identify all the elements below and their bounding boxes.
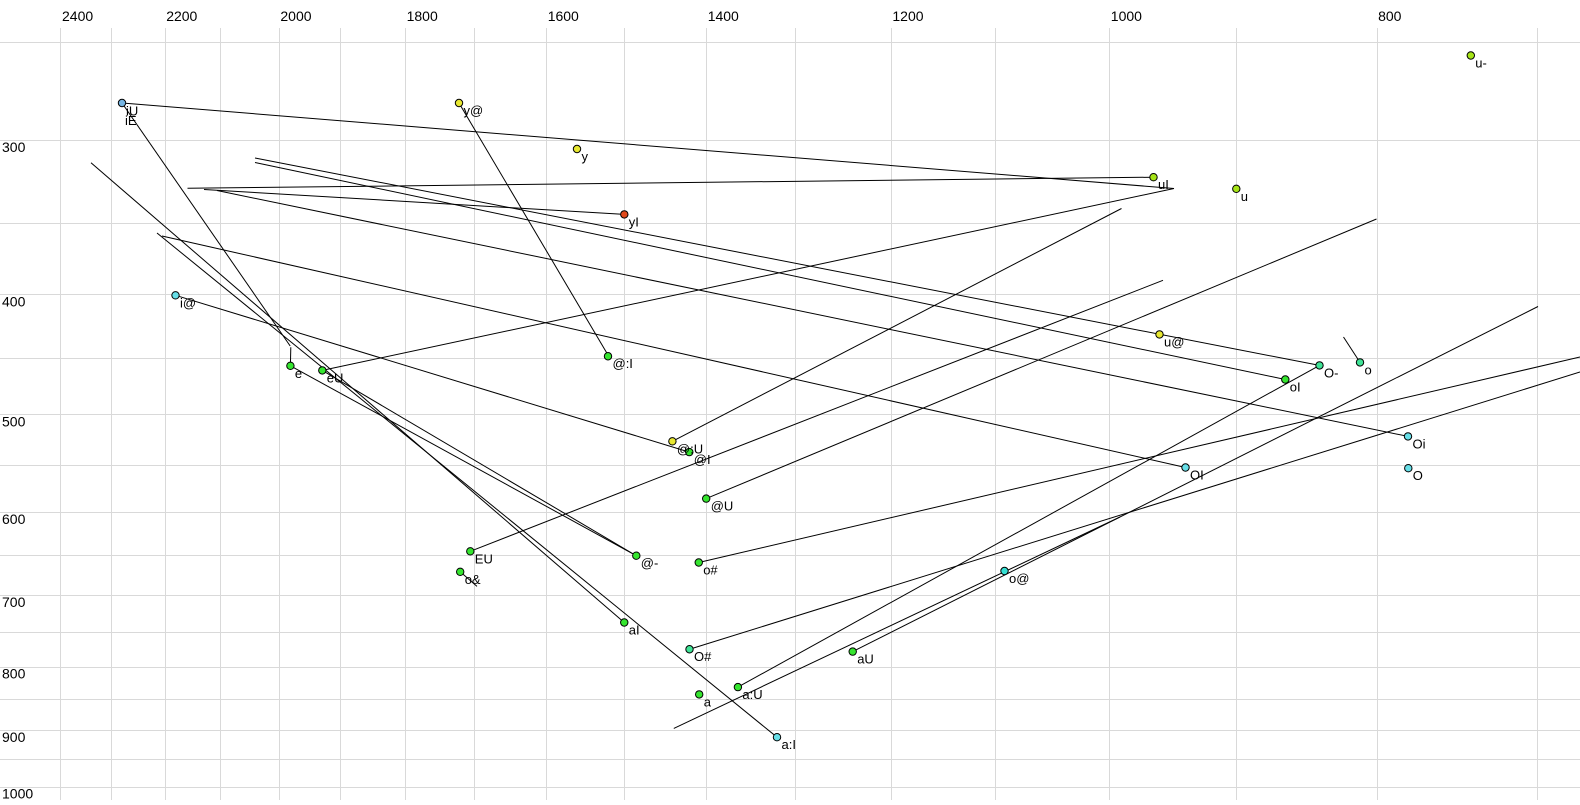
svg-text:o&: o&	[465, 572, 481, 587]
svg-text:2400: 2400	[62, 8, 93, 24]
svg-text:1400: 1400	[708, 8, 739, 24]
svg-text:y: y	[582, 149, 589, 164]
svg-text:iE: iE	[125, 113, 137, 128]
svg-text:2200: 2200	[166, 8, 197, 24]
svg-text:1000: 1000	[1111, 8, 1142, 24]
svg-text:1000: 1000	[2, 786, 33, 801]
svg-text:a:U: a:U	[742, 687, 762, 702]
svg-text:800: 800	[2, 666, 26, 682]
svg-text:1200: 1200	[892, 8, 923, 24]
svg-text:u-: u-	[1475, 56, 1487, 71]
svg-text:O#: O#	[694, 649, 712, 664]
svg-text:O: O	[1413, 468, 1423, 483]
svg-text:e: e	[295, 366, 302, 381]
svg-text:OI: OI	[1190, 468, 1204, 483]
svg-text:600: 600	[2, 511, 26, 527]
svg-text:oI: oI	[1290, 380, 1301, 395]
svg-text:a:I: a:I	[782, 737, 796, 752]
svg-text:Oi: Oi	[1413, 436, 1426, 451]
svg-text:@:I: @:I	[613, 356, 633, 371]
svg-text:O-: O-	[1324, 365, 1338, 380]
svg-text:u@: u@	[1164, 334, 1184, 349]
svg-text:o#: o#	[703, 563, 718, 578]
svg-text:eU: eU	[327, 370, 344, 385]
svg-text:300: 300	[2, 139, 26, 155]
svg-text:i@: i@	[180, 295, 196, 310]
svg-text:700: 700	[2, 594, 26, 610]
svg-text:900: 900	[2, 729, 26, 745]
svg-text:y@: y@	[464, 103, 484, 118]
svg-text:1800: 1800	[407, 8, 438, 24]
svg-text:2000: 2000	[280, 8, 311, 24]
svg-text:@-: @-	[641, 556, 659, 571]
svg-text:yI: yI	[629, 214, 639, 229]
svg-text:@I: @I	[694, 452, 711, 467]
svg-text:aI: aI	[629, 623, 640, 638]
svg-text:a: a	[704, 694, 712, 709]
svg-text:u: u	[1241, 189, 1248, 204]
svg-text:1600: 1600	[548, 8, 579, 24]
svg-text:uI: uI	[1158, 177, 1169, 192]
svg-text:@U: @U	[711, 499, 734, 514]
svg-text:800: 800	[1378, 8, 1402, 24]
svg-text:EU: EU	[475, 551, 493, 566]
svg-text:400: 400	[2, 294, 26, 310]
svg-text:aU: aU	[857, 652, 874, 667]
svg-text:o: o	[1365, 362, 1372, 377]
svg-text:o@: o@	[1009, 571, 1029, 586]
svg-text:500: 500	[2, 413, 26, 429]
